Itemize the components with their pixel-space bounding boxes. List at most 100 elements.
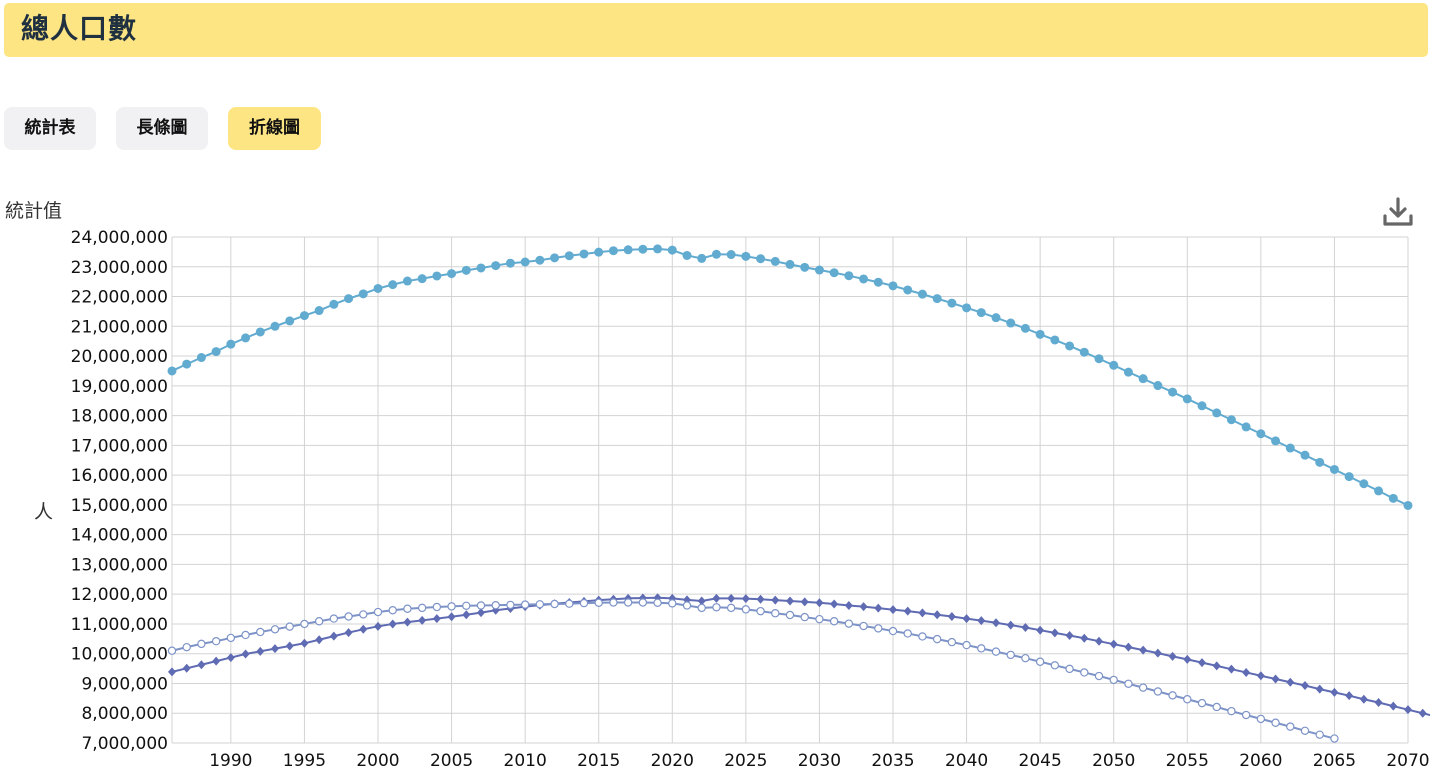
data-point bbox=[182, 359, 192, 369]
data-point bbox=[402, 276, 412, 286]
data-point bbox=[712, 593, 721, 603]
data-point bbox=[1020, 323, 1030, 333]
data-point bbox=[756, 594, 765, 604]
data-point bbox=[771, 609, 780, 618]
data-point bbox=[241, 630, 250, 640]
data-point bbox=[506, 600, 515, 610]
data-point bbox=[344, 294, 354, 304]
data-point bbox=[1315, 730, 1324, 739]
data-point bbox=[1301, 681, 1309, 691]
data-point bbox=[623, 598, 633, 607]
data-point bbox=[1006, 318, 1016, 328]
x-tick-label: 2010 bbox=[504, 751, 547, 771]
data-point bbox=[711, 249, 721, 259]
data-point bbox=[1212, 702, 1221, 712]
data-point bbox=[1035, 329, 1045, 339]
data-point bbox=[432, 602, 442, 612]
x-tick-label: 2045 bbox=[1019, 751, 1062, 771]
data-point bbox=[638, 244, 648, 254]
y-tick-label: 24,000,000 bbox=[71, 228, 168, 248]
data-point bbox=[873, 277, 883, 287]
data-point bbox=[1095, 636, 1103, 646]
page-title: 總人口數 bbox=[21, 12, 138, 45]
data-point bbox=[491, 600, 500, 610]
data-point bbox=[1418, 708, 1427, 718]
series-line bbox=[171, 247, 1409, 507]
data-point bbox=[741, 605, 751, 614]
download-icon[interactable] bbox=[1381, 195, 1415, 229]
x-tick-label: 2035 bbox=[871, 751, 914, 771]
data-point bbox=[1389, 701, 1398, 711]
data-point bbox=[1359, 479, 1369, 489]
data-point bbox=[271, 644, 279, 654]
data-point bbox=[197, 639, 206, 649]
data-point bbox=[888, 626, 898, 636]
data-point bbox=[314, 617, 324, 626]
y-axis-unit: 人 bbox=[34, 501, 54, 523]
data-point bbox=[168, 667, 176, 677]
data-point bbox=[344, 612, 353, 621]
data-point bbox=[1256, 429, 1266, 439]
data-point bbox=[815, 614, 824, 624]
data-point bbox=[918, 608, 927, 618]
data-point bbox=[608, 246, 618, 256]
data-point bbox=[844, 619, 854, 628]
data-point bbox=[1285, 443, 1295, 453]
data-point bbox=[1300, 726, 1310, 735]
data-point bbox=[579, 598, 589, 608]
data-point bbox=[1271, 674, 1280, 684]
tab-table[interactable]: 統計表 bbox=[4, 107, 96, 150]
data-point bbox=[535, 255, 545, 265]
data-point bbox=[727, 593, 736, 603]
data-point bbox=[300, 619, 309, 629]
data-point bbox=[1109, 675, 1118, 685]
data-point bbox=[786, 596, 794, 606]
data-point bbox=[1080, 633, 1089, 643]
data-point bbox=[1374, 698, 1383, 708]
data-point bbox=[374, 621, 382, 631]
data-point bbox=[697, 603, 706, 613]
x-tick-label: 2040 bbox=[945, 751, 988, 771]
data-point bbox=[197, 660, 206, 670]
y-tick-label: 16,000,000 bbox=[71, 466, 168, 486]
x-tick-label: 2005 bbox=[430, 751, 473, 771]
data-point bbox=[1065, 341, 1075, 351]
y-tick-label: 17,000,000 bbox=[71, 436, 168, 456]
x-tick-label: 1990 bbox=[209, 751, 252, 771]
data-point bbox=[447, 612, 456, 622]
data-point bbox=[859, 274, 869, 284]
tab-line-chart[interactable]: 折線圖 bbox=[228, 107, 321, 150]
data-point bbox=[565, 599, 574, 608]
data-point bbox=[1241, 422, 1251, 432]
data-point bbox=[903, 629, 912, 638]
data-point bbox=[962, 303, 972, 313]
data-point bbox=[1168, 387, 1178, 397]
data-point bbox=[329, 299, 339, 309]
data-point bbox=[315, 635, 324, 645]
data-point bbox=[1198, 658, 1206, 668]
data-point bbox=[285, 622, 294, 631]
data-point bbox=[1374, 486, 1384, 496]
data-point bbox=[1153, 381, 1163, 391]
tab-bar-chart[interactable]: 長條圖 bbox=[116, 107, 208, 150]
y-tick-label: 22,000,000 bbox=[71, 288, 168, 308]
data-point bbox=[682, 250, 692, 260]
data-point bbox=[1094, 354, 1104, 364]
data-point bbox=[1256, 671, 1265, 681]
data-point bbox=[1123, 367, 1133, 377]
data-point bbox=[417, 603, 427, 613]
y-tick-label: 20,000,000 bbox=[71, 347, 168, 367]
data-point bbox=[1138, 683, 1148, 692]
data-point bbox=[1227, 664, 1236, 674]
data-point bbox=[1006, 650, 1015, 660]
data-point bbox=[182, 642, 191, 652]
data-point bbox=[874, 624, 883, 633]
data-point bbox=[947, 298, 957, 308]
data-point bbox=[417, 274, 427, 284]
data-point bbox=[888, 281, 898, 291]
data-point bbox=[962, 614, 971, 624]
data-point bbox=[550, 253, 560, 263]
data-point bbox=[933, 610, 942, 620]
data-point bbox=[270, 321, 280, 331]
